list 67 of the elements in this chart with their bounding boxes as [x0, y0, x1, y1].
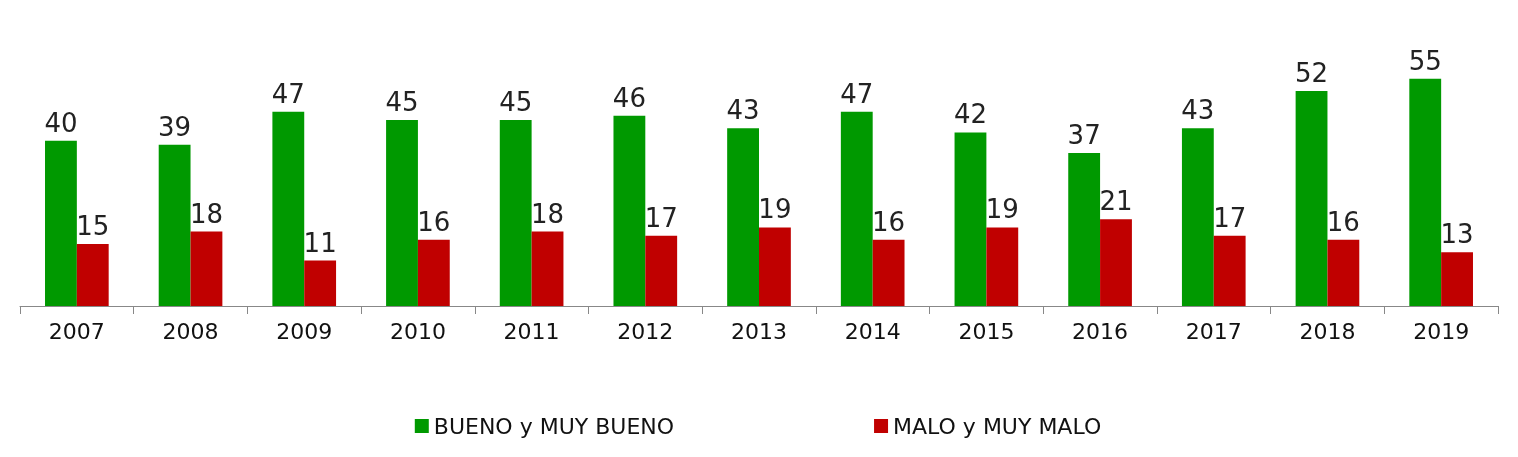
data-label: 17: [644, 202, 678, 233]
data-label: 18: [189, 198, 223, 229]
bar: [76, 244, 109, 306]
bar: [1068, 153, 1101, 306]
bar: [986, 227, 1019, 306]
x-tick-label: 2012: [617, 318, 674, 344]
data-label: 45: [385, 87, 419, 117]
bar: [272, 111, 305, 306]
x-tick-label: 2009: [276, 318, 333, 344]
bar: [1181, 128, 1214, 306]
x-tick-label: 2010: [389, 318, 446, 344]
data-label: 21: [1099, 186, 1133, 217]
data-label: 46: [612, 82, 646, 113]
data-label: 52: [1295, 58, 1329, 89]
data-label: 45: [499, 87, 533, 117]
bar: [759, 227, 791, 306]
bar: [499, 120, 532, 306]
x-tick-label: 2014: [844, 318, 901, 344]
data-label: 17: [1213, 202, 1247, 233]
bar: [727, 128, 759, 306]
data-label: 19: [758, 194, 792, 225]
legend-label: MALO y MUY MALO: [893, 413, 1102, 439]
data-label: 55: [1408, 45, 1442, 76]
x-tick-label: 2013: [731, 318, 787, 344]
x-tick-label: 2016: [1072, 318, 1129, 344]
x-tick-label: 2007: [48, 318, 105, 344]
bar: [1441, 252, 1473, 306]
bar: [386, 120, 418, 306]
bar: [645, 235, 678, 306]
bar: [417, 239, 450, 306]
x-tick-label: 2015: [958, 318, 1015, 344]
x-tick-label: 2018: [1299, 318, 1356, 344]
bar: [840, 111, 873, 306]
bar: [1409, 78, 1442, 306]
data-label: 15: [76, 211, 110, 241]
data-label: 47: [840, 78, 874, 109]
data-label: 43: [1181, 95, 1215, 126]
data-label: 16: [1326, 206, 1360, 237]
bar: [1327, 239, 1360, 306]
x-tick-label: 2017: [1185, 318, 1242, 344]
data-label: 13: [1440, 219, 1474, 250]
data-label: 18: [530, 198, 565, 229]
x-tick-label: 2008: [162, 318, 219, 344]
data-label: 16: [417, 206, 451, 237]
x-tick-label: 2011: [503, 318, 560, 344]
bar: [190, 231, 223, 306]
bar: [1213, 235, 1246, 306]
bar: [954, 132, 987, 306]
legend-label: BUENO y MUY BUENO: [433, 413, 675, 439]
bar: [304, 260, 337, 306]
x-tick-label: 2019: [1413, 318, 1470, 344]
bar: [613, 115, 646, 306]
data-label: 47: [271, 78, 305, 109]
bar: [1295, 91, 1328, 306]
data-label: 42: [953, 99, 988, 130]
data-label: 11: [303, 227, 337, 258]
data-label: 16: [872, 206, 906, 237]
bar: [531, 231, 564, 306]
data-label: 19: [985, 194, 1019, 225]
data-label: 39: [158, 111, 192, 142]
bar: [158, 144, 191, 306]
data-label: 37: [1067, 120, 1101, 151]
bar: [45, 140, 77, 306]
bar: [872, 239, 905, 306]
data-label: 43: [726, 95, 760, 126]
bar: [1100, 219, 1132, 306]
data-label: 40: [44, 107, 78, 138]
